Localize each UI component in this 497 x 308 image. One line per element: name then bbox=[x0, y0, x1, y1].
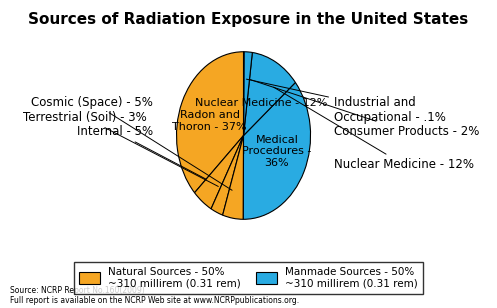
Legend: Natural Sources - 50%
~310 millirem (0.31 rem), Manmade Sources - 50%
~310 milli: Natural Sources - 50% ~310 millirem (0.3… bbox=[74, 261, 423, 294]
Wedge shape bbox=[211, 136, 244, 215]
Wedge shape bbox=[176, 52, 244, 193]
Text: Consumer Products - 2%: Consumer Products - 2% bbox=[250, 79, 480, 138]
Text: Terrestrial (Soil) - 3%: Terrestrial (Soil) - 3% bbox=[22, 111, 218, 186]
Text: Radon and
Thoron - 37%: Radon and Thoron - 37% bbox=[172, 110, 247, 132]
Wedge shape bbox=[223, 136, 244, 219]
Text: Industrial and
Occupational - .1%: Industrial and Occupational - .1% bbox=[247, 79, 446, 124]
Text: Medical
Procedures -
36%: Medical Procedures - 36% bbox=[242, 135, 312, 168]
Text: Nuclear Medicine - 12%: Nuclear Medicine - 12% bbox=[274, 87, 474, 171]
Text: Cosmic (Space) - 5%: Cosmic (Space) - 5% bbox=[31, 95, 232, 190]
Wedge shape bbox=[244, 83, 311, 219]
Text: Source: NCRP Report No.160(2009)
Full report is available on the NCRP Web site a: Source: NCRP Report No.160(2009) Full re… bbox=[10, 286, 299, 305]
Wedge shape bbox=[244, 52, 252, 136]
Wedge shape bbox=[194, 136, 244, 209]
Text: Nuclear Medicine - 12%: Nuclear Medicine - 12% bbox=[195, 98, 328, 108]
Text: Internal - 5%: Internal - 5% bbox=[77, 125, 206, 179]
Text: Sources of Radiation Exposure in the United States: Sources of Radiation Exposure in the Uni… bbox=[28, 12, 469, 27]
Wedge shape bbox=[244, 52, 295, 136]
